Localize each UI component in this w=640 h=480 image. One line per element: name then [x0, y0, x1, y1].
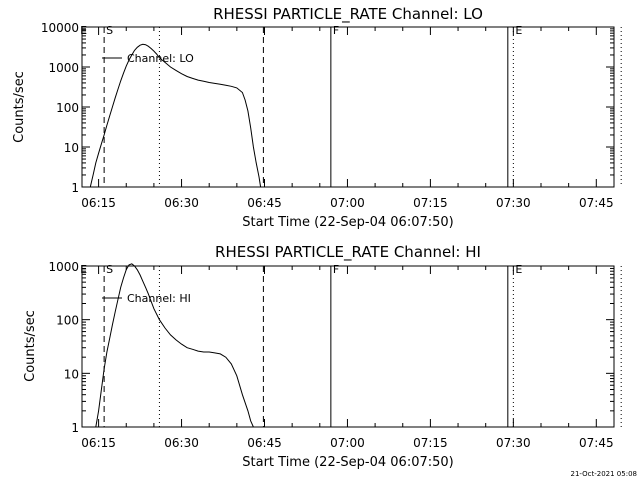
y-tick-label: 1000 [48, 61, 79, 75]
x-tick-label: 07:15 [413, 436, 448, 450]
marker-label: E [515, 24, 522, 37]
axis-ticks: 06:15 06:30 06:45 07:00 07:15 07:30 07:45 1 10 10… [41, 21, 614, 210]
x-tick-label: 06:15 [81, 436, 116, 450]
x-tick-label: 07:00 [330, 436, 365, 450]
y-tick-label: 10 [64, 367, 79, 381]
panel-hi: RHESSI PARTICLE_RATE Channel: HI Start T… [23, 243, 622, 470]
x-tick-label: 07:30 [496, 196, 531, 210]
x-tick-label: 06:45 [247, 436, 282, 450]
x-tick-label: 07:00 [330, 196, 365, 210]
x-tick-label: 07:45 [579, 436, 614, 450]
x-tick-label: 07:30 [496, 436, 531, 450]
marker-label: S [106, 263, 113, 276]
y-tick-label: 10 [64, 141, 79, 155]
y-tick-label: 100 [56, 101, 79, 115]
chart-title: RHESSI PARTICLE_RATE Channel: LO [213, 5, 483, 24]
marker-label: S [106, 24, 113, 37]
plot-frame [81, 26, 615, 188]
y-tick-label: 1 [71, 421, 79, 435]
y-tick-label: 100 [56, 314, 79, 328]
footer-timestamp: 21-Oct-2021 05:08 [571, 470, 637, 478]
y-axis-label: Counts/sec [12, 71, 27, 143]
marker-label: F [333, 263, 339, 276]
axis-ticks: 06:15 06:30 06:45 07:00 07:15 07:30 07:45 1 10 10… [48, 260, 614, 450]
y-axis-label: Counts/sec [23, 310, 38, 382]
y-tick-label: 1000 [48, 260, 79, 274]
x-axis-label: Start Time (22-Sep-04 06:07:50) [242, 455, 453, 470]
x-tick-label: 07:15 [413, 196, 448, 210]
x-tick-label: 06:15 [81, 196, 116, 210]
x-axis-label: Start Time (22-Sep-04 06:07:50) [242, 215, 453, 230]
series-line [95, 263, 259, 428]
plot-frame [81, 265, 615, 428]
series-line [89, 43, 262, 188]
marker-label: F [333, 24, 339, 37]
marker-label: E [80, 24, 87, 37]
panel-lo: RHESSI PARTICLE_RATE Channel: LO Start T… [12, 5, 622, 230]
y-tick-label: 1 [71, 181, 79, 195]
chart-title: RHESSI PARTICLE_RATE Channel: HI [215, 243, 481, 262]
x-tick-label: 06:30 [164, 436, 199, 450]
marker-label: E [80, 263, 87, 276]
x-tick-label: 06:30 [164, 196, 199, 210]
x-tick-label: 06:45 [247, 196, 282, 210]
marker-label: E [515, 263, 522, 276]
y-tick-label: 10000 [41, 21, 79, 35]
x-tick-label: 07:45 [579, 196, 614, 210]
